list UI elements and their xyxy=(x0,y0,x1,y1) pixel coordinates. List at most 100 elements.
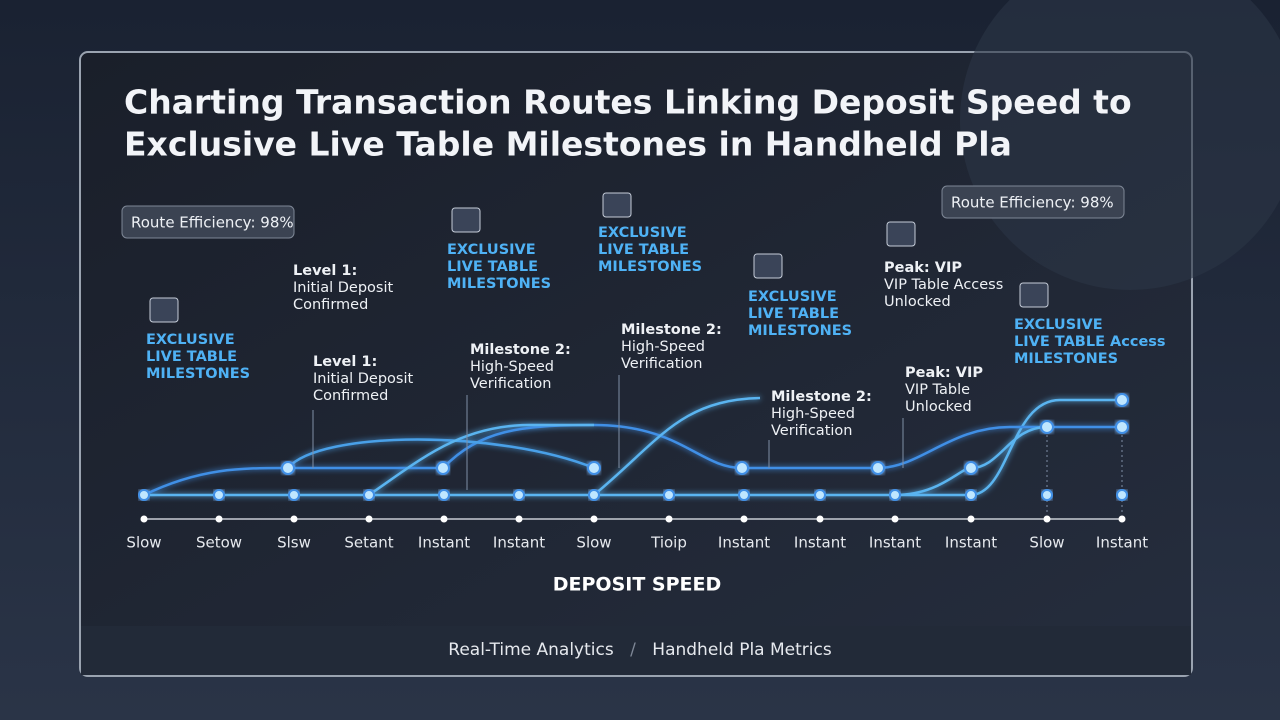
note-label: Confirmed xyxy=(313,388,388,404)
note-label: Unlocked xyxy=(905,399,972,415)
axis-tick xyxy=(1118,515,1126,523)
note-label: High-Speed xyxy=(621,339,705,355)
node xyxy=(1115,420,1129,434)
note-label: Milestone 2: xyxy=(771,389,872,405)
node xyxy=(288,489,300,501)
note-label: VIP Table Access xyxy=(884,277,1003,293)
note-label: Milestone 2: xyxy=(470,342,571,358)
axis-tick xyxy=(365,515,373,523)
node xyxy=(965,489,977,501)
node xyxy=(363,489,375,501)
axis-tick xyxy=(215,515,223,523)
route xyxy=(593,396,761,496)
callout-text: Route Efficiency: 98% xyxy=(131,214,294,232)
axis-tick xyxy=(967,515,975,523)
milestone-label: LIVE TABLE xyxy=(748,306,839,322)
title: Exclusive Live Table Milestones in Handh… xyxy=(124,125,1012,164)
note-label: Peak: VIP xyxy=(905,365,983,381)
node xyxy=(663,489,675,501)
node xyxy=(436,461,450,475)
axis-tick xyxy=(1043,515,1051,523)
icon xyxy=(886,221,916,247)
note-label: Milestone 2: xyxy=(621,322,722,338)
route xyxy=(368,423,594,497)
node xyxy=(587,461,601,475)
icon xyxy=(1019,282,1049,308)
node xyxy=(138,489,150,501)
x-label: Setow xyxy=(196,534,242,552)
note-label: High-Speed xyxy=(470,359,554,375)
node xyxy=(814,489,826,501)
node xyxy=(1041,489,1053,501)
x-label: Instant xyxy=(1096,534,1148,552)
milestone-label: LIVE TABLE xyxy=(447,259,538,275)
x-label: Slow xyxy=(1029,534,1064,552)
milestone-label: EXCLUSIVE xyxy=(1014,317,1103,333)
callout-box xyxy=(941,185,1125,219)
milestone-label: MILESTONES xyxy=(748,323,852,339)
milestone-label: EXCLUSIVE xyxy=(447,242,536,258)
node xyxy=(889,489,901,501)
footer-band xyxy=(81,626,1191,675)
panel xyxy=(79,51,1193,677)
node xyxy=(735,461,749,475)
title: Charting Transaction Routes Linking Depo… xyxy=(124,83,1132,122)
milestone-label: MILESTONES xyxy=(146,366,250,382)
milestone-label: LIVE TABLE xyxy=(598,242,689,258)
note-label: Unlocked xyxy=(884,294,951,310)
milestone-label: EXCLUSIVE xyxy=(598,225,687,241)
x-label: Instant xyxy=(869,534,921,552)
note-label: Verification xyxy=(470,376,551,392)
note-label: High-Speed xyxy=(771,406,855,422)
x-label: Tioip xyxy=(650,534,687,552)
x-label: Slow xyxy=(576,534,611,552)
node xyxy=(1040,420,1054,434)
x-label: Instant xyxy=(794,534,846,552)
callout-box xyxy=(121,205,295,239)
x-label: Instant xyxy=(418,534,470,552)
icon xyxy=(451,207,481,233)
axis-tick xyxy=(891,515,899,523)
axis-tick xyxy=(140,515,148,523)
node xyxy=(213,489,225,501)
x-label: Setant xyxy=(344,534,393,552)
milestone-label: MILESTONES xyxy=(598,259,702,275)
x-label: Slsw xyxy=(277,534,311,552)
axis-tick xyxy=(740,515,748,523)
axis-tick xyxy=(816,515,824,523)
note-label: Initial Deposit xyxy=(293,280,393,296)
milestone-label: MILESTONES xyxy=(447,276,551,292)
route xyxy=(144,398,1122,497)
note-label: Verification xyxy=(771,423,852,439)
axis-tick xyxy=(590,515,598,523)
node xyxy=(513,489,525,501)
note-label: Initial Deposit xyxy=(313,371,413,387)
milestone-label: MILESTONES xyxy=(1014,351,1118,367)
axis-tick xyxy=(515,515,523,523)
node xyxy=(1116,489,1128,501)
note-label: VIP Table xyxy=(905,382,970,398)
note-label: Verification xyxy=(621,356,702,372)
x-label: Instant xyxy=(493,534,545,552)
callout-text: Route Efficiency: 98% xyxy=(951,194,1114,212)
footer-left: Real-Time Analytics xyxy=(448,640,614,660)
x-label: Instant xyxy=(945,534,997,552)
note-label: Peak: VIP xyxy=(884,260,962,276)
node xyxy=(1115,393,1129,407)
axis-tick xyxy=(665,515,673,523)
icon xyxy=(753,253,783,279)
note-label: Confirmed xyxy=(293,297,368,313)
footer-right: Handheld Pla Metrics xyxy=(652,640,832,660)
axis-tick xyxy=(440,515,448,523)
node xyxy=(438,489,450,501)
node xyxy=(738,489,750,501)
axis-tick xyxy=(290,515,298,523)
milestone-label: EXCLUSIVE xyxy=(146,332,235,348)
note-label: Level 1: xyxy=(313,354,377,370)
icon xyxy=(602,192,632,218)
node xyxy=(588,489,600,501)
icon xyxy=(149,297,179,323)
milestone-label: EXCLUSIVE xyxy=(748,289,837,305)
note-label: Level 1: xyxy=(293,263,357,279)
milestone-label: LIVE TABLE xyxy=(146,349,237,365)
